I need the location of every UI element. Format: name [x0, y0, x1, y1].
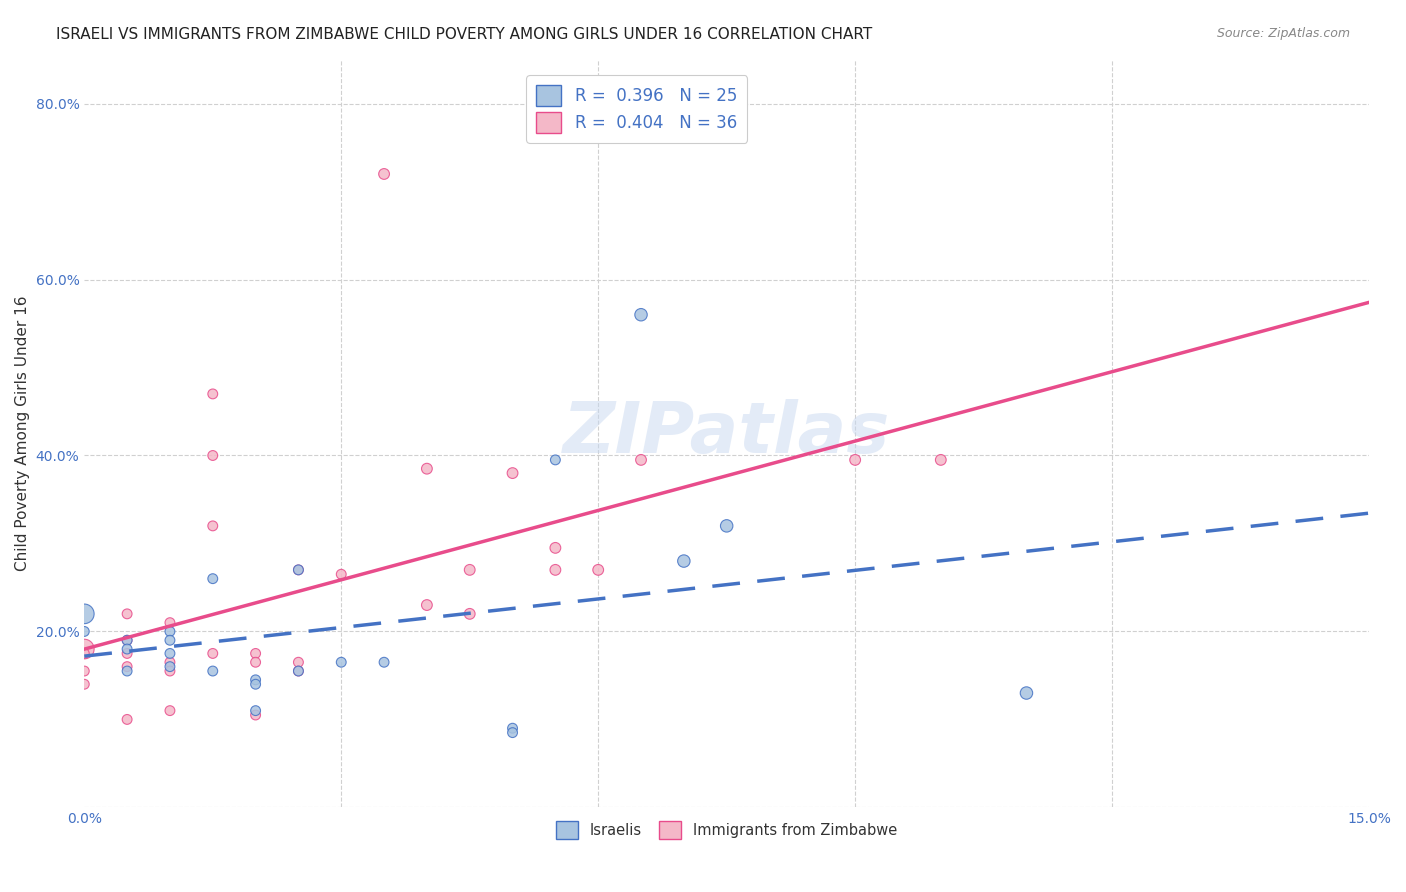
Point	[159, 655, 181, 669]
Point	[458, 607, 481, 621]
Point	[159, 664, 181, 678]
Point	[159, 647, 181, 661]
Point	[630, 308, 652, 322]
Point	[245, 677, 267, 691]
Point	[159, 704, 181, 718]
Point	[287, 563, 309, 577]
Point	[159, 624, 181, 639]
Point	[416, 461, 439, 475]
Point	[287, 664, 309, 678]
Text: ZIPatlas: ZIPatlas	[562, 399, 890, 468]
Point	[201, 387, 224, 401]
Point	[287, 655, 309, 669]
Point	[115, 713, 138, 727]
Point	[201, 664, 224, 678]
Point	[630, 453, 652, 467]
Point	[115, 659, 138, 673]
Point	[73, 607, 96, 621]
Point	[330, 655, 353, 669]
Point	[544, 453, 567, 467]
Point	[115, 633, 138, 648]
Point	[115, 633, 138, 648]
Point	[544, 563, 567, 577]
Point	[159, 633, 181, 648]
Point	[245, 655, 267, 669]
Point	[458, 563, 481, 577]
Point	[287, 563, 309, 577]
Point	[115, 664, 138, 678]
Point	[373, 167, 395, 181]
Point	[201, 449, 224, 463]
Point	[201, 572, 224, 586]
Point	[73, 677, 96, 691]
Text: ISRAELI VS IMMIGRANTS FROM ZIMBABWE CHILD POVERTY AMONG GIRLS UNDER 16 CORRELATI: ISRAELI VS IMMIGRANTS FROM ZIMBABWE CHIL…	[56, 27, 873, 42]
Point	[73, 624, 96, 639]
Point	[929, 453, 952, 467]
Point	[115, 647, 138, 661]
Point	[373, 655, 395, 669]
Y-axis label: Child Poverty Among Girls Under 16: Child Poverty Among Girls Under 16	[15, 296, 30, 571]
Text: Source: ZipAtlas.com: Source: ZipAtlas.com	[1216, 27, 1350, 40]
Point	[544, 541, 567, 555]
Point	[245, 673, 267, 687]
Point	[73, 647, 96, 661]
Point	[159, 659, 181, 673]
Legend: Israelis, Immigrants from Zimbabwe: Israelis, Immigrants from Zimbabwe	[550, 815, 903, 845]
Point	[287, 664, 309, 678]
Point	[502, 725, 524, 739]
Point	[716, 519, 738, 533]
Point	[586, 563, 609, 577]
Point	[844, 453, 866, 467]
Point	[159, 615, 181, 630]
Point	[245, 704, 267, 718]
Point	[73, 664, 96, 678]
Point	[416, 598, 439, 612]
Point	[201, 647, 224, 661]
Point	[115, 642, 138, 657]
Point	[245, 708, 267, 723]
Point	[502, 721, 524, 735]
Point	[245, 647, 267, 661]
Point	[330, 567, 353, 582]
Point	[115, 607, 138, 621]
Point	[1015, 686, 1038, 700]
Point	[73, 642, 96, 657]
Point	[672, 554, 695, 568]
Point	[502, 466, 524, 480]
Point	[201, 519, 224, 533]
